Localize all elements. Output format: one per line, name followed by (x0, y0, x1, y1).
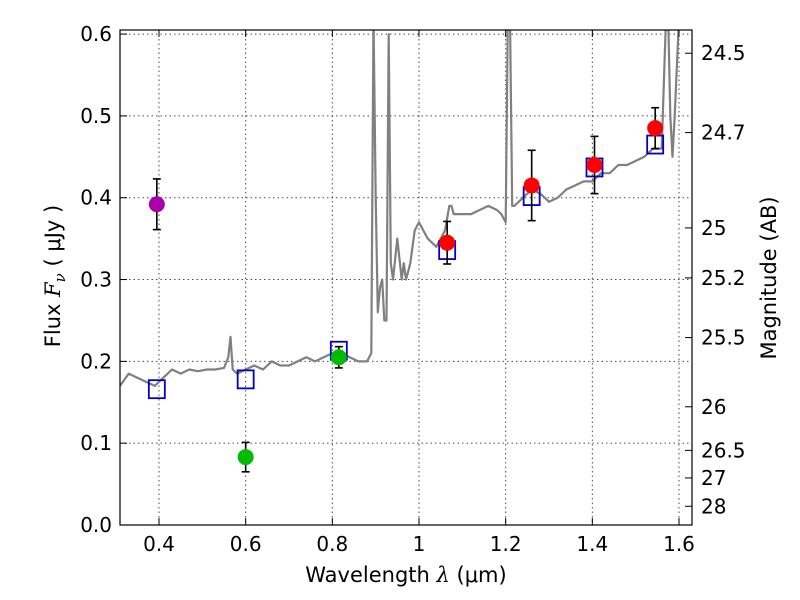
x-tick-label: 1.6 (663, 532, 695, 556)
y-tick-label: 0.1 (80, 431, 112, 455)
x-tick-label: 0.8 (316, 532, 348, 556)
y-tick-label: 0.3 (80, 268, 112, 292)
x-axis-label: Wavelength λ (μm) (305, 563, 506, 587)
y2-tick-label: 28 (701, 494, 726, 518)
data-point (148, 196, 165, 213)
y2-tick-label: 27 (701, 466, 726, 490)
y2-tick-label: 24.5 (701, 41, 746, 65)
data-point (586, 157, 603, 173)
spectrum-line (120, 30, 680, 387)
y-tick-label: 0.4 (80, 186, 112, 210)
x-tick-label: 1.4 (576, 532, 608, 556)
x-tick-label: 0.6 (230, 532, 262, 556)
plot-area (120, 30, 680, 473)
y-tick-label: 0.5 (80, 104, 112, 128)
y-tick-label: 0.2 (80, 349, 112, 373)
model-photometry-square (147, 379, 166, 400)
grid (120, 30, 692, 526)
data-point (330, 349, 347, 366)
y2-tick-label: 25.5 (701, 326, 746, 350)
y2-tick-label: 26 (701, 395, 726, 419)
data-point (523, 177, 540, 194)
x-tick-label: 1 (413, 532, 426, 556)
axis-ticks: 0.4 0.6 0.8 1 1.2 1.4 1.6 0.0 0.1 0.2 0.3 0.4 0.5 0.6… (80, 22, 745, 556)
y2-axis-label: Magnitude (AB) (757, 196, 781, 359)
y-tick-label: 0.6 (80, 22, 112, 46)
data-point (237, 449, 254, 466)
x-tick-label: 1.2 (490, 532, 522, 556)
model-photometry-square (236, 369, 255, 390)
data-point (439, 234, 456, 251)
y-tick-label: 0.0 (80, 513, 112, 537)
data-point (647, 120, 664, 137)
y2-tick-label: 25.2 (701, 266, 746, 290)
y2-tick-label: 25 (701, 216, 726, 240)
y2-tick-label: 24.7 (701, 121, 746, 145)
y2-tick-label: 26.5 (701, 438, 746, 462)
x-tick-label: 0.4 (143, 532, 175, 556)
y-axis-label: Flux Fν ( μJy ) (41, 205, 69, 347)
